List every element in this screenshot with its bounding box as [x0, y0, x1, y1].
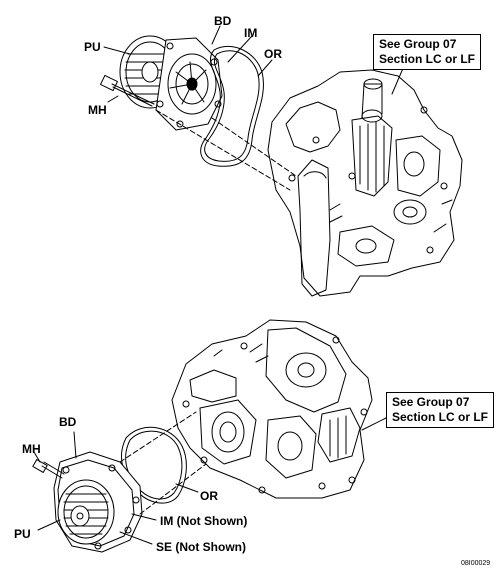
- callout-bottom-line1: See Group 07: [392, 395, 470, 409]
- label-pu-bottom: PU: [14, 527, 31, 541]
- label-im-top: IM: [244, 26, 258, 40]
- label-or-top: OR: [264, 47, 282, 61]
- o-ring-top-inner: [204, 50, 260, 162]
- label-bd-bottom: BD: [59, 415, 77, 429]
- engine-housing-top: [267, 69, 463, 297]
- leader-lines-bottom: [33, 417, 387, 545]
- callout-bottom-line2: Section LC or LF: [392, 410, 488, 424]
- callout-see-group-top: See Group 07 Section LC or LF: [373, 34, 481, 70]
- figure-id: 08I00029: [461, 560, 491, 567]
- mounting-bolt-bottom: [32, 459, 65, 479]
- mounting-bolt-top: [100, 74, 155, 107]
- label-pu-top: PU: [84, 40, 101, 54]
- label-or-bottom: OR: [200, 489, 218, 503]
- label-im-bottom: IM (Not Shown): [160, 514, 248, 528]
- water-pump-bottom: [53, 451, 143, 553]
- callout-top-line2: Section LC or LF: [379, 52, 475, 66]
- alignment-lines-top: [155, 109, 297, 191]
- engine-front-cover-bottom: [171, 319, 373, 499]
- callout-top-line1: See Group 07: [379, 37, 457, 51]
- label-mh-top: MH: [88, 103, 107, 117]
- label-bd-top: BD: [214, 14, 232, 28]
- alignment-lines-bottom: [119, 411, 207, 515]
- callout-see-group-bottom: See Group 07 Section LC or LF: [386, 392, 494, 428]
- leader-lines-top: [103, 25, 405, 103]
- label-mh-bottom: MH: [22, 442, 41, 456]
- label-se-bottom: SE (Not Shown): [156, 540, 246, 554]
- water-pump-top: [119, 35, 223, 131]
